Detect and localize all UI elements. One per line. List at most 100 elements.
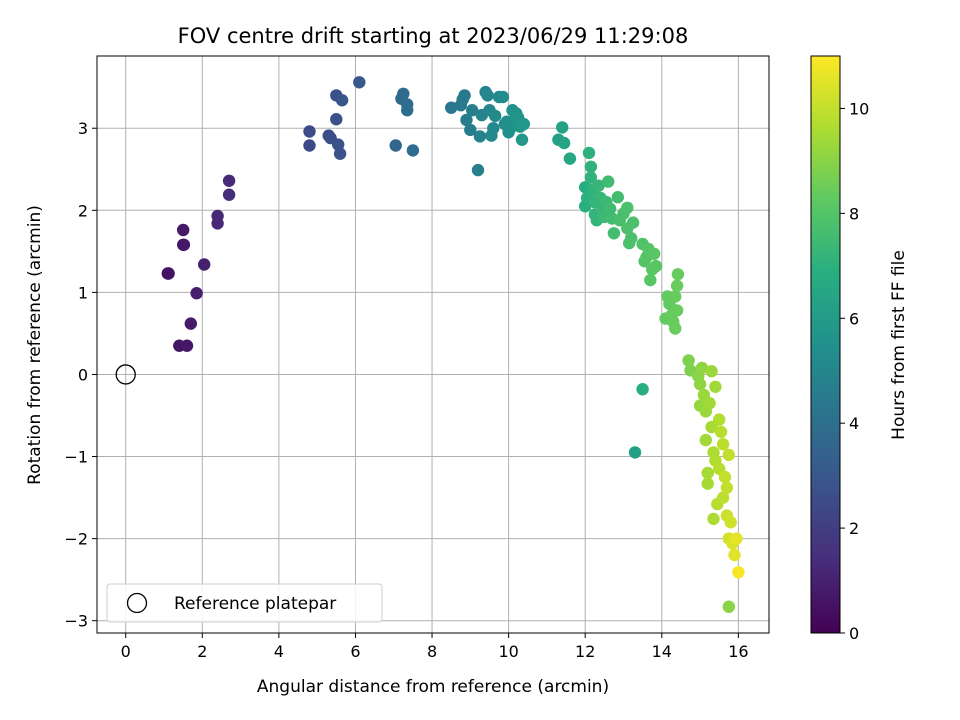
data-point <box>198 258 211 271</box>
reference-platepar-marker <box>115 364 136 385</box>
data-point <box>701 477 714 490</box>
legend-label-reference-platepar: Reference platepar <box>174 594 336 614</box>
data-point <box>732 566 745 579</box>
data-point <box>722 600 735 613</box>
data-point <box>707 512 720 526</box>
data-points <box>161 76 745 613</box>
y-tick-label: −2 <box>64 530 88 549</box>
data-point <box>515 133 529 146</box>
legend: Reference platepar <box>106 583 383 623</box>
data-point <box>180 339 194 352</box>
data-point <box>699 433 712 447</box>
data-point <box>389 139 402 152</box>
data-point <box>670 304 684 317</box>
legend-box <box>106 583 383 623</box>
colorbar-tick-label: 4 <box>849 414 859 433</box>
data-point <box>693 378 707 391</box>
data-point <box>636 383 649 396</box>
data-point <box>162 267 175 280</box>
x-tick-label: 6 <box>350 642 360 661</box>
x-tick-label: 4 <box>274 642 284 661</box>
data-point <box>716 491 730 504</box>
data-point <box>602 175 615 188</box>
data-point <box>670 279 684 292</box>
data-point <box>466 104 479 117</box>
data-point <box>621 201 634 214</box>
data-point <box>714 425 728 439</box>
data-point <box>563 152 577 165</box>
data-point <box>330 113 343 126</box>
data-point <box>471 163 485 177</box>
x-tick-label: 12 <box>575 642 595 661</box>
data-point <box>332 138 345 151</box>
data-point <box>603 202 617 215</box>
plot-frame <box>96 55 770 634</box>
x-tick-label: 0 <box>121 642 131 661</box>
data-point <box>584 171 598 184</box>
data-point <box>582 146 596 160</box>
x-tick-label: 2 <box>197 642 207 661</box>
colorbar-tick-label: 6 <box>849 309 859 328</box>
x-tick-label: 8 <box>427 642 437 661</box>
data-point <box>592 179 605 192</box>
data-point <box>703 397 716 410</box>
data-point <box>211 209 224 223</box>
data-point <box>671 268 685 281</box>
colorbar-tick-label: 8 <box>849 204 859 223</box>
data-point <box>496 90 510 104</box>
y-tick-label: 0 <box>78 365 88 384</box>
x-tick-label: 10 <box>498 642 518 661</box>
data-point <box>701 466 714 480</box>
data-point <box>222 188 236 201</box>
data-point <box>628 446 642 459</box>
data-point <box>644 273 657 287</box>
data-point <box>489 109 502 123</box>
data-point <box>184 317 197 330</box>
data-point <box>177 238 191 251</box>
data-point <box>458 89 471 102</box>
data-point <box>626 216 640 229</box>
data-point <box>720 481 734 494</box>
data-point <box>730 532 743 545</box>
legend-marker-open-circle <box>126 592 148 614</box>
data-point <box>713 413 726 426</box>
data-point <box>353 76 366 89</box>
y-tick-label: 2 <box>78 201 88 220</box>
data-point <box>177 223 190 237</box>
grid <box>97 56 769 633</box>
data-point <box>584 160 598 173</box>
data-point <box>718 470 732 484</box>
data-point <box>335 94 349 107</box>
chart-title: FOV centre drift starting at 2023/06/29 … <box>178 24 689 48</box>
colorbar-tick-label: 10 <box>849 99 869 118</box>
data-point <box>724 516 737 529</box>
data-point <box>556 121 569 134</box>
data-point <box>406 144 420 157</box>
data-point <box>473 130 487 143</box>
colorbar-label: Hours from first FF file <box>889 250 909 440</box>
y-tick-label: −3 <box>64 612 88 631</box>
data-point <box>303 125 316 138</box>
data-point <box>397 87 410 101</box>
y-tick-label: 1 <box>78 283 88 302</box>
data-point <box>728 548 741 562</box>
data-point <box>716 438 730 451</box>
data-point <box>649 259 663 273</box>
colorbar-tick-label: 2 <box>849 519 859 538</box>
data-point <box>481 89 494 102</box>
data-point <box>611 191 624 204</box>
data-point <box>445 101 458 114</box>
data-point <box>722 448 735 462</box>
data-point <box>222 174 236 187</box>
reference-marker-group <box>115 364 136 385</box>
data-point <box>705 365 718 378</box>
data-point <box>669 290 682 303</box>
x-axis-label: Angular distance from reference (arcmin) <box>257 677 609 697</box>
data-point <box>695 361 709 375</box>
data-point <box>464 123 477 137</box>
x-tick-label: 16 <box>728 642 748 661</box>
y-tick-label: −1 <box>64 448 88 467</box>
data-point <box>647 247 661 260</box>
